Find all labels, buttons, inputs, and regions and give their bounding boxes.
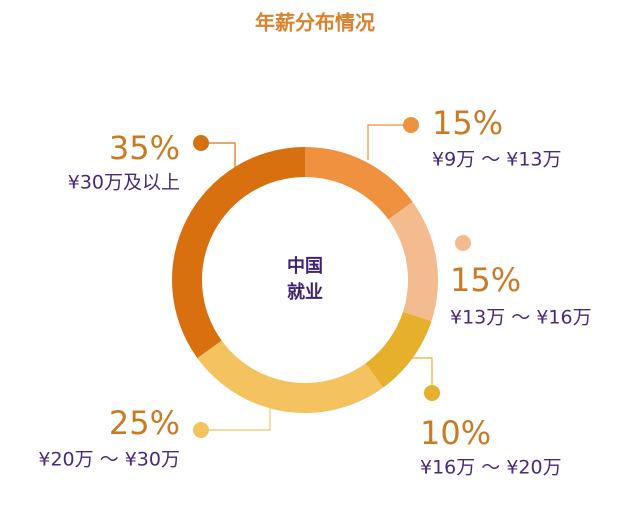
donut-segment — [365, 311, 432, 388]
category-label: ¥16万 ～ ¥20万 — [420, 457, 562, 479]
category-label: ¥9万 ～ ¥13万 — [432, 149, 562, 171]
legend-dot — [193, 422, 209, 438]
legend-dot — [193, 135, 209, 151]
donut-segment — [171, 147, 305, 359]
donut-segment — [305, 147, 413, 220]
leader-line — [201, 400, 271, 431]
leader-line — [201, 142, 236, 168]
legend-dot — [403, 117, 419, 133]
center-label: 就业 — [287, 281, 323, 303]
leader-line — [400, 357, 433, 393]
category-label: ¥13万 ～ ¥16万 — [450, 307, 592, 329]
legend-dot — [424, 385, 440, 401]
center-label: 中国 — [287, 255, 323, 277]
value-label: 10% — [420, 414, 491, 452]
legend-dot — [455, 235, 471, 251]
donut-segment — [197, 340, 384, 413]
leader-line — [367, 124, 411, 160]
category-label: ¥20万 ～ ¥30万 — [38, 449, 180, 471]
donut-segment — [388, 201, 438, 322]
category-label: ¥30万及以上 — [68, 172, 180, 194]
value-label: 25% — [109, 404, 180, 442]
value-label: 15% — [432, 104, 503, 142]
value-label: 35% — [109, 129, 180, 167]
value-label: 15% — [450, 261, 521, 299]
chart-title: 年薪分布情况 — [255, 11, 375, 35]
